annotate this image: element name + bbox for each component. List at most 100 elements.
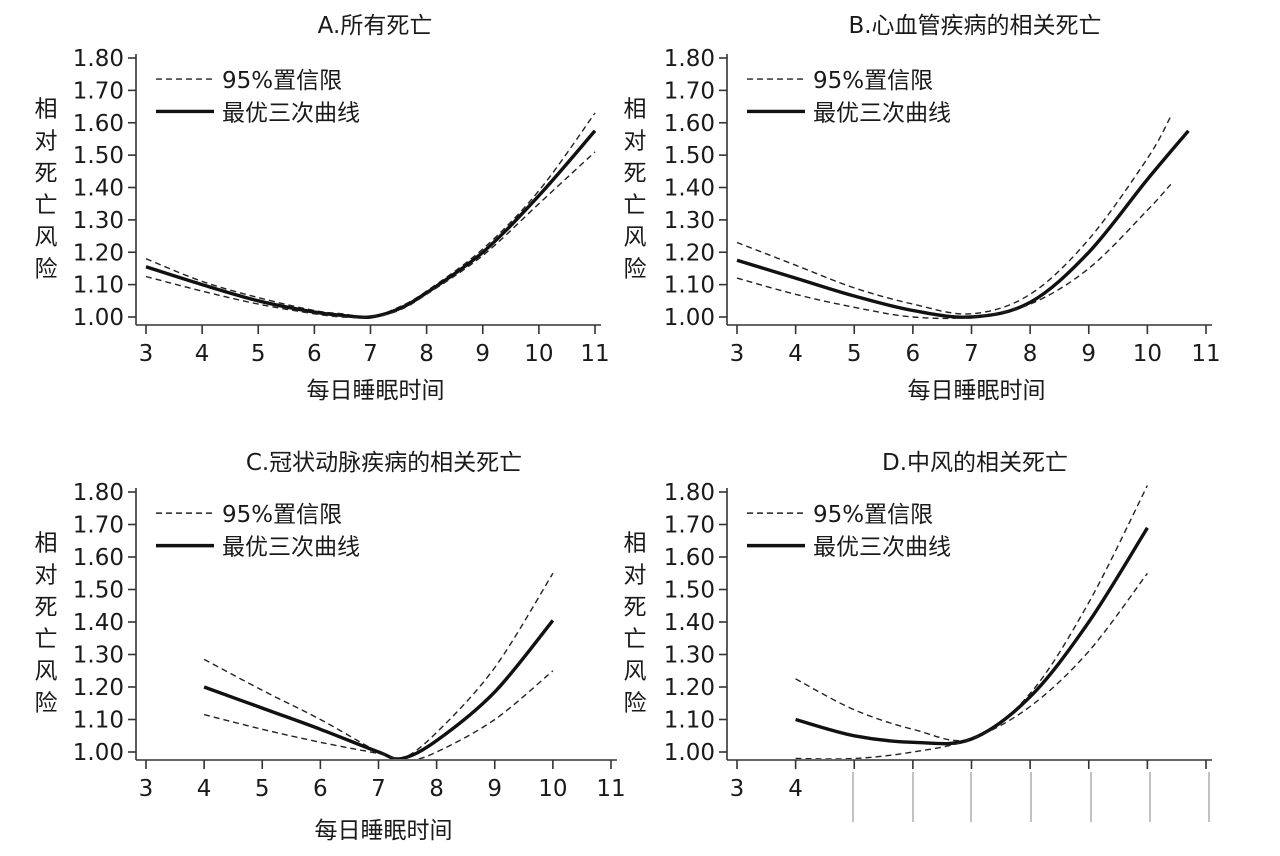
y-tick-label: 1.50 [664, 578, 715, 604]
x-tick-label: 6 [307, 341, 322, 367]
x-axis-label: 每日睡眠时间 [315, 818, 453, 844]
legend-label: 最优三次曲线 [813, 535, 951, 561]
y-tick-label: 1.70 [664, 513, 715, 539]
x-tick-label: 3 [730, 341, 745, 367]
y-tick-label: 1.70 [73, 78, 124, 104]
y-tick-label: 1.80 [664, 480, 715, 506]
x-tick-label: 10 [524, 341, 553, 367]
legend-label: 最优三次曲线 [813, 100, 951, 126]
x-tick-label: 3 [139, 776, 154, 802]
x-tick-label: 11 [580, 341, 609, 367]
legend-label: 95%置信限 [222, 68, 342, 94]
x-tick-label: 4 [788, 776, 803, 802]
y-tick-label: 1.10 [664, 708, 715, 734]
y-tick-label: 1.40 [664, 610, 715, 636]
y-tick-label: 1.00 [664, 740, 715, 766]
fit-line-2 [736, 129, 1190, 319]
y-tick-label: 1.40 [73, 176, 124, 202]
ci-line-1 [203, 572, 554, 759]
chart-panel-1: A.所有死亡 1.00 1.10 1.20 1.30 1.40 1.50 1.60 1.70 1.… [35, 13, 610, 404]
y-tick-label: 1.30 [664, 208, 715, 234]
y-tick-label: 1.30 [73, 643, 124, 669]
x-tick-label: 3 [139, 341, 154, 367]
y-tick-label: 1.70 [664, 78, 715, 104]
fit-line-2 [203, 619, 555, 759]
x-tick-label: 6 [906, 341, 921, 367]
legend-label: 最优三次曲线 [222, 100, 360, 126]
x-tick-label: 8 [429, 776, 444, 802]
x-tick-label: 7 [371, 776, 386, 802]
fit-line-2 [145, 129, 597, 320]
y-tick-label: 1.80 [73, 480, 124, 506]
x-tick-label: 11 [1191, 341, 1220, 367]
y-tick-label: 1.10 [73, 708, 124, 734]
y-tick-label: 1.00 [664, 305, 715, 331]
x-axis-label: 每日睡眠时间 [307, 378, 445, 404]
chart-panel-4: D.中风的相关死亡 1.00 1.10 1.20 1.30 1.40 1.50 1.60 1.7… [624, 450, 1212, 802]
legend-label: 95%置信限 [222, 502, 342, 528]
y-tick-label: 1.50 [73, 143, 124, 169]
y-tick-label: 1.00 [73, 740, 124, 766]
x-tick-label: 9 [487, 776, 502, 802]
x-tick-label: 10 [538, 776, 567, 802]
y-tick-label: 1.30 [664, 643, 715, 669]
x-tick-label: 4 [195, 341, 210, 367]
y-tick-label: 1.60 [664, 545, 715, 571]
y-tick-label: 1.60 [664, 111, 715, 137]
x-tick-label: 7 [363, 341, 378, 367]
x-tick-label: 11 [596, 776, 625, 802]
x-tick-label: 10 [1133, 341, 1162, 367]
y-tick-label: 1.10 [664, 273, 715, 299]
chart-panel-3: C.冠状动脉疾病的相关死亡 1.00 1.10 1.20 1.30 1.40 1.50 1.6… [35, 450, 626, 844]
y-tick-label: 1.40 [73, 610, 124, 636]
y-axis-label: 相对死亡风险 [35, 531, 58, 717]
x-tick-label: 5 [847, 341, 862, 367]
y-tick-label: 1.20 [664, 675, 715, 701]
x-tick-label: 3 [730, 776, 745, 802]
x-tick-label: 9 [475, 341, 490, 367]
x-tick-label: 8 [1023, 341, 1038, 367]
y-axis-label: 相对死亡风险 [35, 96, 58, 282]
chart-title: B.心血管疾病的相关死亡 [848, 13, 1101, 39]
x-tick-label: 7 [964, 341, 979, 367]
ci-line-3 [145, 151, 596, 319]
y-tick-label: 1.40 [664, 176, 715, 202]
y-axis-label: 相对死亡风险 [624, 531, 647, 717]
y-tick-label: 1.30 [73, 208, 124, 234]
y-tick-label: 1.80 [664, 46, 715, 72]
x-axis-label: 每日睡眠时间 [908, 378, 1046, 404]
legend-label: 95%置信限 [813, 502, 933, 528]
ci-line-3 [795, 572, 1148, 759]
y-tick-label: 1.50 [664, 143, 715, 169]
ci-line-3 [736, 183, 1172, 320]
y-tick-label: 1.20 [664, 240, 715, 266]
chart-title: D.中风的相关死亡 [882, 450, 1068, 476]
x-tick-label: 4 [197, 776, 212, 802]
ci-line-3 [203, 670, 554, 759]
chart-title: A.所有死亡 [318, 13, 433, 39]
y-tick-label: 1.10 [73, 273, 124, 299]
y-tick-label: 1.70 [73, 513, 124, 539]
scan-artifact [852, 772, 1210, 822]
x-tick-label: 6 [313, 776, 328, 802]
y-tick-label: 1.60 [73, 545, 124, 571]
chart-panel-2: B.心血管疾病的相关死亡 1.00 1.10 1.20 1.30 1.40 1.50 1.60… [624, 13, 1221, 404]
chart-title: C.冠状动脉疾病的相关死亡 [246, 450, 522, 476]
y-tick-label: 1.00 [73, 305, 124, 331]
x-tick-label: 4 [788, 341, 803, 367]
y-tick-label: 1.20 [73, 240, 124, 266]
ci-line-1 [736, 115, 1172, 315]
y-axis-label: 相对死亡风险 [624, 96, 647, 282]
y-tick-label: 1.60 [73, 111, 124, 137]
x-tick-label: 9 [1081, 341, 1096, 367]
x-tick-label: 8 [419, 341, 434, 367]
legend-label: 最优三次曲线 [222, 535, 360, 561]
legend-label: 95%置信限 [813, 68, 933, 94]
y-tick-label: 1.20 [73, 675, 124, 701]
x-tick-label: 5 [255, 776, 270, 802]
y-tick-label: 1.50 [73, 578, 124, 604]
